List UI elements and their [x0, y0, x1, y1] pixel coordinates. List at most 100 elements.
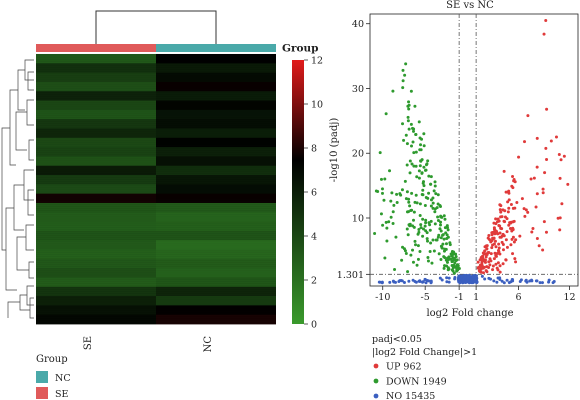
- x-tick-label: 12: [563, 292, 575, 303]
- down-point: [423, 224, 427, 228]
- no-point: [421, 280, 425, 284]
- up-point: [506, 200, 510, 204]
- down-point: [431, 238, 435, 242]
- up-point: [494, 245, 498, 249]
- up-point: [493, 228, 497, 232]
- up-point: [484, 269, 488, 273]
- up-point: [509, 243, 513, 247]
- down-point: [427, 191, 431, 195]
- up-point: [510, 184, 514, 188]
- up-point: [562, 154, 566, 158]
- down-point: [422, 132, 426, 136]
- down-point: [427, 174, 431, 178]
- down-point: [431, 201, 435, 205]
- heatmap-cell: [156, 147, 276, 157]
- heatmap-cell: [156, 184, 276, 195]
- up-point: [506, 210, 510, 214]
- down-point: [433, 207, 437, 211]
- down-point: [429, 175, 433, 179]
- up-point: [520, 197, 524, 201]
- up-point: [487, 233, 491, 237]
- down-point: [423, 204, 427, 208]
- down-point: [419, 143, 423, 147]
- colorbar-tick-label: 4: [311, 232, 317, 243]
- down-point: [442, 266, 446, 270]
- up-point: [542, 220, 546, 224]
- up-point: [502, 234, 506, 238]
- down-point: [414, 164, 418, 168]
- up-point: [489, 239, 493, 243]
- up-point: [492, 257, 496, 261]
- up-point: [513, 180, 517, 184]
- up-point: [491, 268, 495, 272]
- heatmap-cell: [36, 296, 156, 306]
- up-point: [545, 107, 549, 111]
- down-point: [439, 220, 443, 224]
- down-point: [382, 198, 386, 202]
- up-point: [499, 210, 503, 214]
- heatmap-cell: [36, 109, 156, 120]
- up-point: [511, 175, 515, 178]
- no-point: [445, 280, 449, 284]
- down-point: [451, 256, 455, 260]
- up-point: [494, 254, 498, 258]
- down-point: [411, 140, 415, 144]
- down-point: [456, 263, 460, 267]
- down-point: [407, 103, 411, 107]
- up-point: [526, 114, 530, 118]
- x-tick-label: -5: [421, 292, 430, 303]
- no-point: [438, 276, 442, 280]
- row-dendrogram: [1, 59, 34, 319]
- heatmap-cell: [36, 128, 156, 139]
- heatmap-cell: [36, 193, 156, 204]
- down-point: [410, 162, 414, 166]
- heatmap-cells: [36, 53, 276, 325]
- heatmap-cell: [36, 156, 156, 167]
- down-point: [421, 227, 425, 231]
- x-tick-label: -10: [375, 292, 390, 303]
- down-point: [421, 188, 425, 192]
- heatmap-cell: [36, 240, 156, 250]
- down-point: [424, 168, 428, 172]
- down-point: [415, 263, 419, 267]
- down-point: [389, 215, 393, 219]
- down-point: [433, 184, 437, 188]
- no-point: [407, 279, 411, 283]
- down-point: [406, 233, 410, 237]
- no-point: [402, 281, 406, 285]
- no-point: [540, 281, 544, 285]
- no-point: [458, 280, 462, 284]
- up-point: [509, 202, 513, 206]
- up-point: [500, 240, 504, 244]
- down-point: [427, 221, 431, 225]
- up-point: [501, 248, 505, 252]
- down-point: [404, 252, 408, 256]
- up-point: [522, 207, 526, 211]
- up-point: [511, 252, 515, 256]
- heatmap-legend: Group NC SE: [36, 354, 71, 400]
- heatmap-cell: [156, 175, 276, 185]
- no-point: [528, 279, 532, 283]
- down-point: [401, 79, 405, 83]
- heatmap-cell: [36, 230, 156, 241]
- heatmap-cell: [156, 221, 276, 232]
- up-point: [526, 210, 530, 214]
- heatmap-cell: [36, 286, 156, 297]
- down-point: [421, 217, 425, 221]
- down-point: [451, 269, 455, 273]
- down-point: [450, 249, 454, 253]
- colorbar-tick-label: 0: [311, 320, 317, 331]
- no-point: [547, 278, 551, 282]
- down-point: [403, 249, 407, 253]
- down-point: [421, 234, 425, 238]
- down-point: [395, 192, 399, 196]
- legend-label-up: UP 962: [386, 362, 422, 373]
- threshold-lines: [370, 14, 578, 286]
- down-point: [409, 144, 413, 148]
- heatmap-cell: [36, 268, 156, 278]
- down-point: [392, 203, 396, 207]
- no-point: [457, 274, 461, 278]
- heatmap-cell: [36, 72, 156, 83]
- no-point: [473, 279, 477, 283]
- up-point: [542, 32, 546, 36]
